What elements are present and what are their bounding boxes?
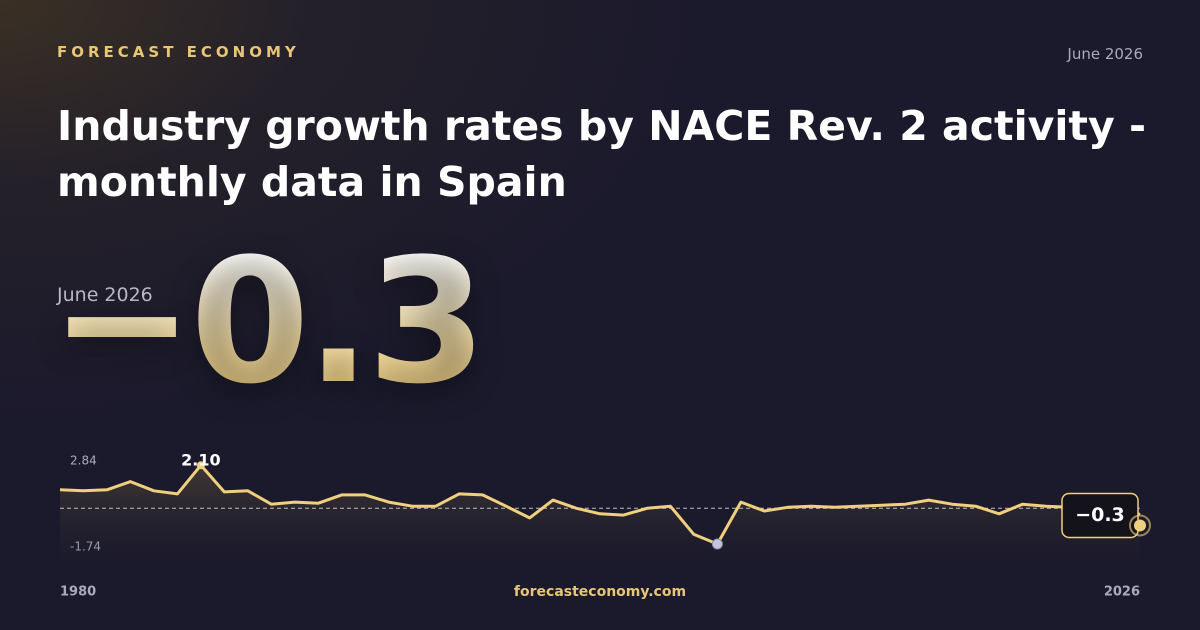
- site: forecasteconomy.com: [514, 584, 686, 600]
- headline-date: June 2026: [57, 284, 153, 306]
- latest-ring: [1129, 514, 1151, 537]
- max-label: 2.10: [181, 451, 220, 470]
- y-tick-label: 2.84: [70, 454, 97, 468]
- headline-value: −0.3: [50, 221, 487, 422]
- x-tick-label: 2026: [1104, 585, 1140, 600]
- latest-marker: [1134, 519, 1146, 532]
- max-marker: [196, 461, 205, 470]
- latest-label: −0.3: [1075, 504, 1125, 526]
- min-marker: [711, 538, 723, 550]
- date: June 2026: [1067, 45, 1143, 63]
- chart-title: Industry growth rates by NACE Rev. 2 act…: [57, 102, 1147, 206]
- x-tick-label: 1980: [60, 585, 96, 600]
- brand: FORECAST ECONOMY: [57, 43, 300, 61]
- line: [59, 463, 1141, 546]
